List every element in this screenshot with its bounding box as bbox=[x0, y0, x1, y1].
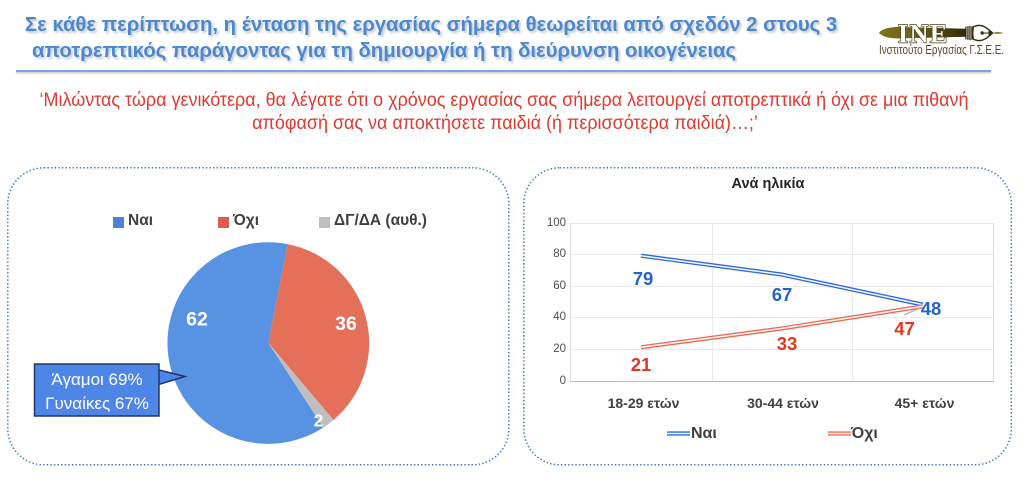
svg-text:INE: INE bbox=[898, 19, 949, 48]
svg-text:Άγαμοι 69%: Άγαμοι 69% bbox=[51, 370, 142, 389]
svg-text:Γυναίκες 67%: Γυναίκες 67% bbox=[45, 394, 149, 413]
svg-text:Ινστιτούτο Εργασίας Γ.Σ.Ε.Ε.: Ινστιτούτο Εργασίας Γ.Σ.Ε.Ε. bbox=[879, 43, 1004, 57]
svg-text:2: 2 bbox=[314, 411, 324, 431]
svg-text:62: 62 bbox=[186, 309, 208, 331]
svg-text:36: 36 bbox=[335, 313, 357, 335]
